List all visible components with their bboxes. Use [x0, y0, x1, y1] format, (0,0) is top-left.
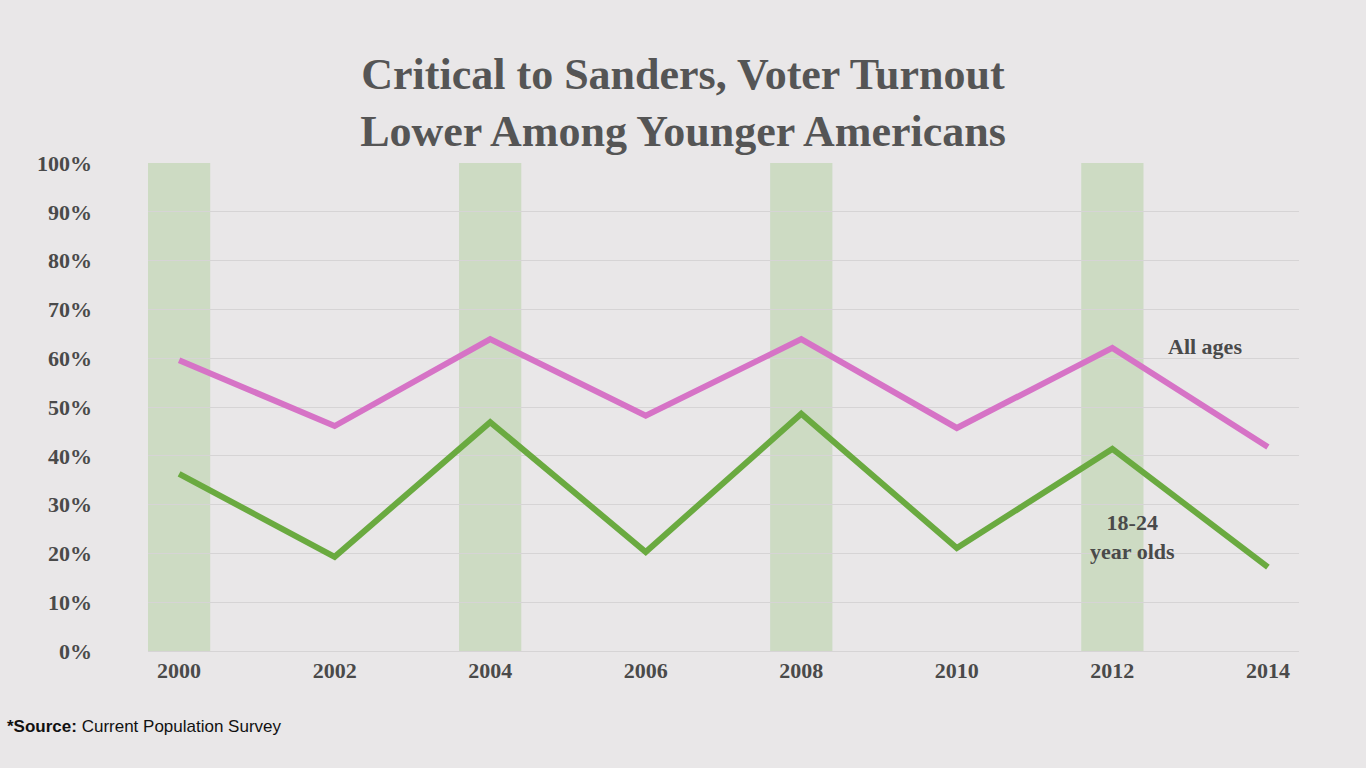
- svg-text:0%: 0%: [59, 639, 92, 664]
- svg-text:18-24year olds: 18-24year olds: [1090, 510, 1175, 564]
- svg-text:60%: 60%: [48, 346, 92, 371]
- svg-text:2002: 2002: [313, 658, 357, 683]
- svg-text:Critical to Sanders, Voter Tur: Critical to Sanders, Voter TurnoutLower …: [360, 50, 1006, 156]
- svg-text:70%: 70%: [48, 297, 92, 322]
- svg-text:10%: 10%: [48, 590, 92, 615]
- svg-text:*Source: Current Population Su: *Source: Current Population Survey: [7, 717, 282, 736]
- svg-text:100%: 100%: [37, 151, 92, 176]
- svg-text:2000: 2000: [157, 658, 201, 683]
- svg-text:80%: 80%: [48, 248, 92, 273]
- svg-text:All ages: All ages: [1168, 334, 1242, 359]
- svg-text:30%: 30%: [48, 492, 92, 517]
- svg-text:50%: 50%: [48, 395, 92, 420]
- svg-text:2012: 2012: [1090, 658, 1134, 683]
- svg-text:20%: 20%: [48, 541, 92, 566]
- svg-text:2014: 2014: [1246, 658, 1290, 683]
- svg-text:2010: 2010: [935, 658, 979, 683]
- svg-text:2006: 2006: [624, 658, 668, 683]
- svg-text:2008: 2008: [779, 658, 823, 683]
- svg-text:2004: 2004: [468, 658, 512, 683]
- svg-text:40%: 40%: [48, 444, 92, 469]
- svg-text:90%: 90%: [48, 200, 92, 225]
